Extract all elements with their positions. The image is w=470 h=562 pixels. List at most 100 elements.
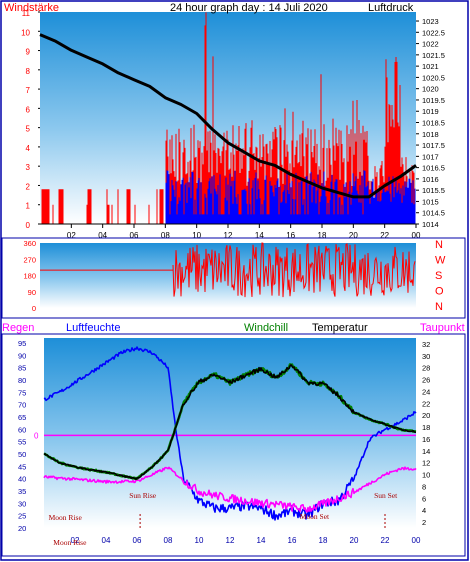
pressure-tick-label: 1015: [422, 197, 439, 206]
annotation-0: Sun Rise: [129, 491, 157, 500]
direction-line: [40, 242, 416, 298]
wind-tick-label: 7: [26, 86, 31, 95]
pressure-tick-label: 1021: [422, 62, 439, 71]
windchill-title: Windchill: [244, 322, 288, 334]
pressure-tick-label: 1015.5: [422, 186, 445, 195]
climate-x-tick-label: 08: [164, 536, 173, 545]
pressure-tick-label: 1023: [422, 17, 439, 26]
humidity-tick-label: 20: [18, 524, 26, 533]
wind-x-tick-label: 16: [286, 231, 295, 240]
annotation-3: Moon Set: [300, 512, 330, 521]
climate-x-tick-label: 02: [71, 536, 80, 545]
wind-tick-label: 6: [26, 105, 31, 114]
pressure-tick-label: 1021.5: [422, 51, 445, 60]
climate-x-tick-label: 06: [133, 536, 142, 545]
regen-title: Regen: [2, 322, 34, 334]
direction-tick-label: 90: [28, 288, 36, 297]
climate-x-tick-label: 22: [381, 536, 390, 545]
pressure-tick-label: 1017.5: [422, 141, 445, 150]
temp-tick-label: 8: [422, 482, 426, 491]
pressure-tick-label: 1014: [422, 220, 439, 229]
direction-label-2: S: [435, 270, 442, 282]
temp-tick-label: 14: [422, 447, 430, 456]
humidity-tick-label: 45: [18, 462, 26, 471]
climate-x-tick-label: 00: [412, 536, 421, 545]
annotation-1: Sun Set: [374, 491, 398, 500]
wind-tick-label: 11: [22, 9, 31, 18]
luftdruck-title: Luftdruck: [368, 2, 414, 14]
wind-x-tick-label: 22: [380, 231, 389, 240]
windstaerke-title: Windstärke: [4, 2, 59, 14]
pressure-tick-label: 1016.5: [422, 164, 445, 173]
humidity-tick-label: 90: [18, 351, 26, 360]
humidity-line: [43, 346, 417, 521]
wind-tick-label: 9: [26, 48, 31, 57]
pressure-tick-label: 1020: [422, 85, 439, 94]
wind-tick-label: 1: [26, 202, 31, 211]
temperature-line: [43, 364, 417, 480]
pressure-tick-label: 1016: [422, 175, 439, 184]
wind-tick-label: 3: [26, 163, 31, 172]
temp-tick-label: 18: [422, 423, 430, 432]
wind-tick-label: 5: [26, 125, 31, 134]
wind-x-tick-label: 10: [192, 231, 201, 240]
humidity-tick-label: 75: [18, 388, 26, 397]
temp-tick-label: 16: [422, 435, 430, 444]
wind-x-tick-label: 12: [224, 231, 233, 240]
humidity-tick-label: 85: [18, 364, 26, 373]
climate-x-tick-label: 16: [288, 536, 297, 545]
wind-x-tick-label: 08: [161, 231, 170, 240]
annotation-2: Moon Rise: [49, 513, 83, 522]
humidity-tick-label: 60: [18, 425, 26, 434]
wind-tick-label: 10: [21, 28, 30, 37]
direction-label-1: W: [435, 255, 446, 267]
humidity-tick-label: 25: [18, 512, 26, 521]
temp-tick-label: 2: [422, 518, 426, 527]
climate-x-tick-label: 20: [350, 536, 359, 545]
wind-tick-label: 4: [26, 144, 31, 153]
climate-x-tick-label: 12: [226, 536, 235, 545]
wind-x-tick-label: 06: [130, 231, 139, 240]
climate-x-tick-label: 18: [319, 536, 328, 545]
pressure-tick-label: 1022.5: [422, 28, 445, 37]
humidity-tick-label: 30: [18, 499, 26, 508]
humidity-tick-label: 35: [18, 487, 26, 496]
wind-tick-label: 2: [26, 182, 31, 191]
climate-panel: [44, 338, 416, 528]
pressure-tick-label: 1019: [422, 107, 439, 116]
direction-tick-label: 270: [23, 255, 36, 264]
wind-x-tick-label: 20: [349, 231, 358, 240]
pressure-tick-label: 1022: [422, 40, 439, 49]
wind-average-bars: [165, 170, 416, 224]
temperatur-title: Temperatur: [312, 322, 368, 334]
direction-label-0: N: [435, 239, 443, 251]
temp-tick-label: 4: [422, 506, 426, 515]
direction-tick-label: 180: [23, 272, 36, 281]
wind-x-tick-label: 02: [67, 231, 76, 240]
wind-x-tick-label: 18: [318, 231, 327, 240]
wind-tick-label: 0: [26, 221, 31, 230]
direction-tick-label: 360: [23, 239, 36, 248]
annotation-4: Moon Rise: [53, 538, 87, 547]
dewpoint-line: [43, 466, 417, 513]
humidity-tick-label: 70: [18, 401, 26, 410]
humidity-tick-label: 80: [18, 376, 26, 385]
wind-tick-label: 8: [26, 67, 31, 76]
humidity-tick-label: 50: [18, 450, 26, 459]
climate-x-tick-label: 14: [257, 536, 266, 545]
rain-value-label: 0: [34, 431, 39, 440]
humidity-tick-label: 55: [18, 438, 26, 447]
chart-title: 24 hour graph day : 14 Juli 2020: [170, 2, 328, 14]
pressure-line: [39, 33, 417, 199]
humidity-tick-label: 40: [18, 475, 26, 484]
pressure-tick-label: 1014.5: [422, 209, 445, 218]
climate-x-tick-label: 10: [195, 536, 204, 545]
luftfeuchte-title: Luftfeuchte: [66, 322, 120, 334]
wind-x-tick-label: 14: [255, 231, 264, 240]
pressure-tick-label: 1018.5: [422, 119, 445, 128]
temp-tick-label: 6: [422, 494, 426, 503]
temp-tick-label: 32: [422, 340, 430, 349]
direction-label-4: N: [435, 301, 443, 313]
temp-tick-label: 10: [422, 471, 430, 480]
